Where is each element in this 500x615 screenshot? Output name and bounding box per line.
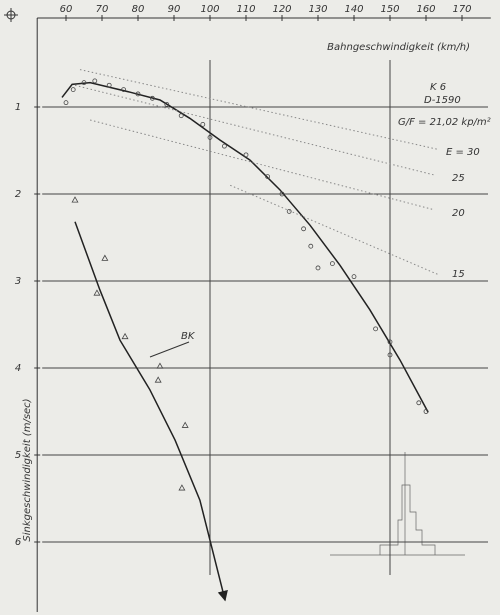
x-tick-label: 80 xyxy=(132,4,145,15)
x-tick-label: 60 xyxy=(60,4,73,15)
annotation: G/F = 21,02 kp/m² xyxy=(398,117,491,128)
x-tick-label: 110 xyxy=(236,4,255,15)
annotation: 15 xyxy=(452,269,465,280)
curve xyxy=(230,184,440,276)
annotation: K 6 xyxy=(430,82,446,93)
y-tick-label: 3 xyxy=(15,276,21,287)
data-point xyxy=(149,95,155,101)
data-point xyxy=(387,352,393,358)
data-point xyxy=(156,362,164,369)
data-point xyxy=(301,226,307,232)
curve xyxy=(61,81,429,413)
y-tick-label: 1 xyxy=(15,102,21,113)
data-point xyxy=(308,243,314,249)
data-point xyxy=(81,80,87,86)
leader-line xyxy=(149,341,190,358)
curve xyxy=(74,221,228,602)
x-tick-label: 130 xyxy=(308,4,327,15)
y-axis-title: Sinkgeschwindigkeit (m/sec) xyxy=(22,398,33,541)
annotation: 20 xyxy=(452,208,465,219)
data-point xyxy=(101,254,109,261)
data-point xyxy=(423,409,429,414)
annotation: D-1590 xyxy=(424,95,461,106)
crosshair xyxy=(4,8,18,22)
data-point xyxy=(106,82,112,88)
annotation: BK xyxy=(181,331,196,342)
data-point xyxy=(93,289,101,296)
data-point xyxy=(373,326,379,332)
data-point xyxy=(178,484,186,491)
data-point xyxy=(92,78,98,84)
x-tick-label: 100 xyxy=(200,4,219,15)
y-tick-label: 6 xyxy=(15,537,21,548)
data-point xyxy=(286,208,292,214)
data-point xyxy=(329,261,335,267)
data-point xyxy=(70,87,76,92)
annotation: 25 xyxy=(452,173,465,184)
x-axis-title: Bahngeschwindigkeit (km/h) xyxy=(327,42,470,53)
data-point xyxy=(416,400,422,406)
data-point xyxy=(207,135,213,140)
data-point xyxy=(387,339,393,345)
annotation: E = 30 xyxy=(446,147,480,158)
curve xyxy=(74,84,435,176)
data-point xyxy=(279,191,285,197)
curve xyxy=(89,119,435,211)
data-point xyxy=(178,113,184,119)
data-point xyxy=(121,87,126,92)
data-point xyxy=(315,265,321,271)
x-tick-label: 90 xyxy=(168,4,181,15)
x-tick-label: 70 xyxy=(96,4,109,15)
y-tick-label: 5 xyxy=(15,450,21,461)
data-point xyxy=(71,196,79,203)
x-tick-label: 140 xyxy=(344,4,363,15)
data-point xyxy=(164,101,170,107)
y-tick-label: 4 xyxy=(15,363,21,374)
data-point xyxy=(154,376,162,383)
data-point xyxy=(265,174,271,180)
data-point xyxy=(181,421,189,428)
data-point xyxy=(221,143,227,149)
curve xyxy=(79,69,440,151)
data-point xyxy=(135,91,141,97)
data-point xyxy=(121,332,129,340)
data-point xyxy=(243,152,249,158)
data-point xyxy=(200,122,206,127)
data-point xyxy=(63,100,69,106)
x-tick-label: 120 xyxy=(272,4,291,15)
x-tick-label: 170 xyxy=(452,4,471,15)
y-tick-label: 2 xyxy=(15,189,21,200)
x-tick-label: 160 xyxy=(416,4,435,15)
x-tick-label: 150 xyxy=(380,4,399,15)
data-point xyxy=(351,274,357,280)
